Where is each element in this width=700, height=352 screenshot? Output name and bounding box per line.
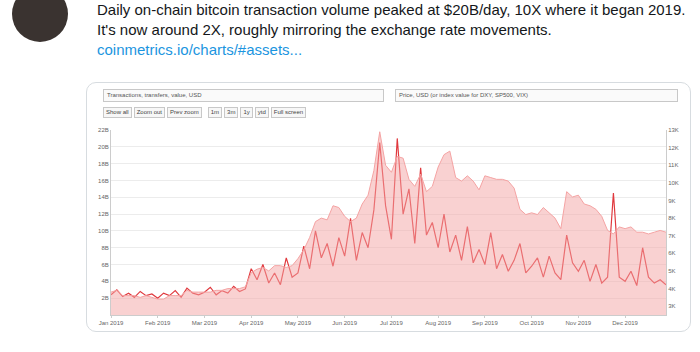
- html-text:3m: 3m: [227, 109, 236, 115]
- html-text:Daily on-chain bitcoin transac: Daily on-chain bitcoin transaction volum…: [97, 1, 686, 38]
- html-text:Full screen: Full screen: [273, 109, 304, 115]
- html-text:Show all: Show all: [106, 109, 129, 115]
- svg-text:10K: 10K: [668, 180, 679, 186]
- html-text:1m: 1m: [210, 109, 220, 115]
- svg-text:2B: 2B: [101, 295, 108, 301]
- svg-text:5K: 5K: [668, 268, 675, 274]
- svg-text:11K: 11K: [668, 162, 678, 168]
- html-text:Prev zoom: Prev zoom: [170, 109, 199, 115]
- svg-text:6B: 6B: [101, 262, 108, 268]
- svg-text:7K: 7K: [668, 233, 675, 239]
- svg-text:Apr 2019: Apr 2019: [239, 320, 264, 326]
- svg-text:Sep 2019: Sep 2019: [472, 320, 498, 326]
- svg-text:12K: 12K: [668, 145, 679, 151]
- svg-text:Jul 2019: Jul 2019: [380, 320, 403, 326]
- svg-text:3K: 3K: [668, 303, 675, 309]
- svg-text:9K: 9K: [668, 198, 675, 204]
- svg-text:20B: 20B: [98, 144, 109, 150]
- svg-text:13K: 13K: [668, 127, 679, 133]
- html-text:coinmetrics.io/charts/#assets.: coinmetrics.io/charts/#assets...: [97, 41, 303, 58]
- html-text:Zoom out: Zoom out: [136, 109, 162, 115]
- html-text:Price, USD (or index value for: Price, USD (or index value for DXY, SP50…: [399, 92, 528, 98]
- svg-text:May 2019: May 2019: [285, 320, 312, 326]
- html-text:Transactions, transfers, value: Transactions, transfers, value, USD: [107, 92, 202, 98]
- svg-text:Dec 2019: Dec 2019: [612, 320, 638, 326]
- html-text:1y: 1y: [243, 109, 250, 115]
- svg-text:10B: 10B: [98, 228, 109, 234]
- svg-text:18B: 18B: [98, 161, 109, 167]
- html-text:ytd: ytd: [257, 109, 266, 115]
- svg-text:22B: 22B: [98, 127, 109, 133]
- svg-text:8K: 8K: [668, 215, 675, 221]
- svg-text:16B: 16B: [98, 178, 109, 184]
- svg-text:Nov 2019: Nov 2019: [566, 320, 592, 326]
- svg-text:4B: 4B: [101, 278, 108, 284]
- svg-text:6K: 6K: [668, 250, 675, 256]
- svg-text:Jan 2019: Jan 2019: [99, 320, 124, 326]
- svg-text:Aug 2019: Aug 2019: [425, 320, 451, 326]
- svg-text:Jun 2019: Jun 2019: [332, 320, 357, 326]
- svg-text:Oct 2019: Oct 2019: [519, 320, 544, 326]
- svg-text:Feb 2019: Feb 2019: [145, 320, 171, 326]
- svg-text:Mar 2019: Mar 2019: [192, 320, 218, 326]
- svg-text:12B: 12B: [98, 211, 109, 217]
- svg-text:8B: 8B: [101, 245, 108, 251]
- svg-text:4K: 4K: [668, 286, 675, 292]
- svg-text:14B: 14B: [98, 194, 109, 200]
